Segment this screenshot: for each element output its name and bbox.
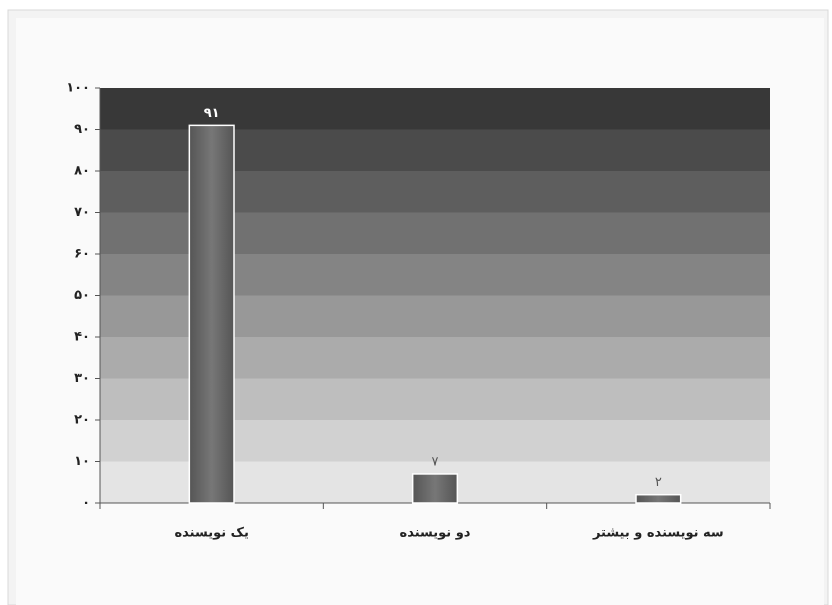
- y-tick-label: ۴۰: [74, 330, 90, 345]
- y-tick-label: ۲۰: [74, 413, 90, 428]
- y-tick-label: ۱۰۰: [66, 81, 90, 96]
- y-tick-label: ۹۰: [74, 122, 90, 137]
- bar: [189, 125, 234, 503]
- x-tick-label: سه نویسنده و بیشتر: [592, 526, 724, 541]
- y-tick-label: ۳۰: [74, 371, 90, 386]
- y-tick-label: ۸۰: [74, 164, 90, 179]
- y-tick-label: ۶۰: [74, 247, 90, 262]
- x-tick-label: دو نویسنده: [400, 526, 471, 541]
- y-tick-label: ۵۰: [74, 288, 90, 303]
- value-label: ۲: [655, 475, 662, 490]
- value-label: ۷: [432, 454, 439, 469]
- bar: [636, 495, 681, 503]
- value-label: ۹۱: [204, 106, 220, 121]
- y-tick-label: ۷۰: [74, 205, 90, 220]
- x-tick-label: یک نویسنده: [174, 526, 248, 541]
- y-tick-label: ۱۰: [74, 454, 90, 469]
- y-tick-label: ۰: [82, 496, 90, 511]
- grid-band: [100, 88, 770, 130]
- chart: ۰ ۱۰ ۲۰ ۳۰ ۴۰ ۵۰ ۶۰ ۷۰ ۸۰ ۹۰ ۱۰۰ یک نویسنده ۹۱ دو نوی…: [0, 0, 832, 605]
- bar: [413, 474, 458, 503]
